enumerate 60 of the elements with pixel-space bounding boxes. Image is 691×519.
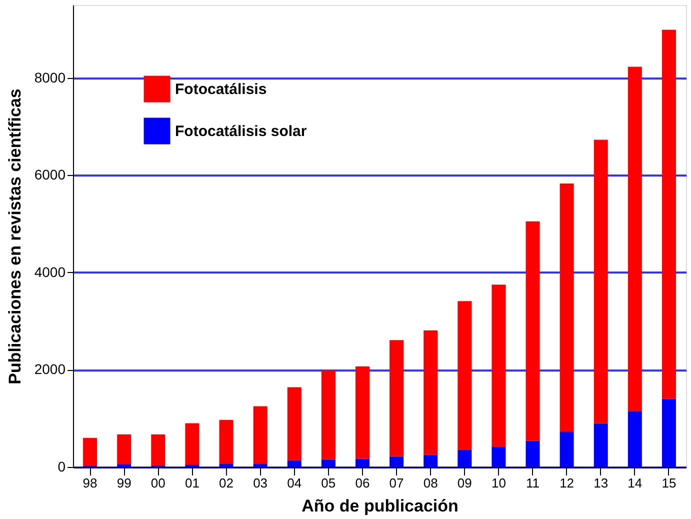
bar	[151, 434, 166, 466]
bar	[253, 464, 268, 467]
bar	[492, 446, 506, 467]
y-tick-label: 8000	[34, 69, 66, 86]
x-tick-label: 13	[594, 476, 608, 490]
bar	[492, 284, 506, 447]
bar	[526, 221, 540, 441]
x-tick-label: 02	[219, 476, 234, 490]
bar	[458, 301, 472, 450]
y-tick-label: 0	[58, 458, 66, 474]
bar	[390, 456, 404, 467]
bar	[355, 458, 370, 467]
bar	[662, 398, 676, 467]
x-axis-title: Año de publicación	[302, 496, 458, 516]
bar	[321, 370, 336, 460]
bar	[594, 423, 608, 467]
y-axis-title: Publicaciones en revistas científicas	[5, 88, 24, 384]
legend-label: Fotocatálisis	[175, 81, 267, 98]
bar	[355, 366, 370, 459]
x-tick-label: 98	[82, 476, 98, 490]
bar	[662, 30, 676, 399]
x-tick-label: 12	[560, 476, 574, 490]
bar	[628, 411, 642, 467]
x-tick-label: 08	[423, 476, 438, 490]
bar	[287, 460, 302, 467]
bar	[185, 423, 200, 465]
x-tick-label: 05	[321, 476, 336, 490]
x-tick-label: 04	[287, 476, 302, 490]
x-tick-label: 10	[491, 476, 506, 490]
bar	[117, 464, 132, 467]
bar	[424, 330, 438, 455]
x-tick-label: 07	[389, 476, 404, 490]
x-tick-label: 15	[662, 476, 676, 490]
bar	[560, 432, 574, 467]
x-tick-label: 99	[116, 476, 132, 490]
y-tick-label: 2000	[34, 361, 66, 378]
x-tick-label: 09	[457, 476, 472, 490]
bar	[253, 406, 268, 464]
x-tick-label: 00	[150, 476, 166, 490]
bar	[219, 420, 234, 464]
y-tick-label: 6000	[34, 166, 66, 183]
bar	[526, 440, 540, 467]
bar	[628, 66, 642, 412]
bar	[390, 340, 404, 456]
bar	[219, 464, 234, 467]
x-tick-label: 06	[355, 476, 370, 490]
bar	[458, 450, 472, 467]
y-tick-label: 4000	[34, 264, 66, 280]
bar	[594, 140, 608, 424]
x-tick-label: 11	[526, 476, 540, 490]
bar	[83, 438, 98, 466]
legend-label: Fotocatálisis solar	[175, 123, 307, 140]
x-tick-label: 03	[253, 476, 268, 490]
bar	[424, 454, 438, 467]
bar	[287, 387, 302, 460]
bar	[560, 183, 574, 432]
bar	[117, 434, 132, 464]
bar	[321, 459, 336, 467]
x-tick-label: 14	[628, 476, 642, 490]
x-tick-label: 01	[184, 476, 200, 490]
